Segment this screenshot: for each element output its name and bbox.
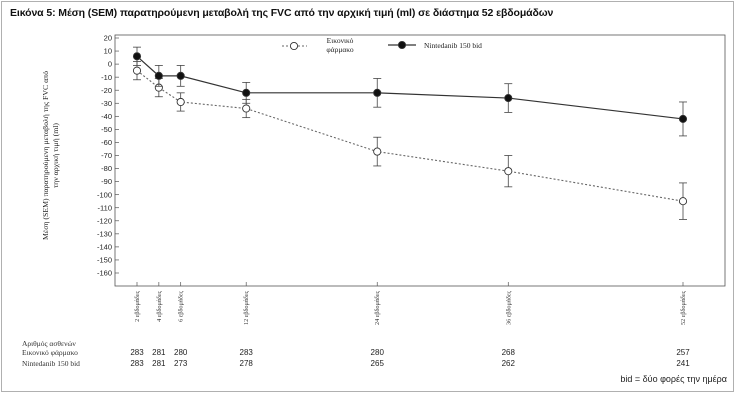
y-tick-label: 0 xyxy=(108,60,112,69)
y-tick-label: -10 xyxy=(101,73,112,82)
table-cell: 262 xyxy=(502,359,516,368)
x-tick-label: 2 εβδομάδες xyxy=(134,290,141,321)
table-cell: 283 xyxy=(130,359,144,368)
legend-label: Nintedanib 150 bid xyxy=(424,41,482,50)
table-cell: 265 xyxy=(371,359,385,368)
table-cell: 283 xyxy=(130,348,144,357)
series-placebo xyxy=(132,61,688,220)
legend-label-line: Εικονικό xyxy=(327,36,354,45)
x-tick-label: 12 εβδομάδες xyxy=(243,290,250,325)
table-cell: 268 xyxy=(502,348,516,357)
figure-caption: Εικόνα 5: Μέση (SEM) παρατηρούμενη μεταβ… xyxy=(10,7,554,19)
plot-area xyxy=(114,34,726,287)
table-cell: 281 xyxy=(152,359,166,368)
table-cell: 273 xyxy=(174,359,188,368)
y-tick-label: -90 xyxy=(101,177,112,186)
y-tick-label: -150 xyxy=(97,256,112,265)
data-point xyxy=(132,66,142,75)
y-axis-label-line: την αρχική τιμή (ml) xyxy=(51,123,60,188)
data-point xyxy=(132,52,142,61)
data-point xyxy=(373,147,382,156)
data-point xyxy=(176,97,185,107)
table-cell: 280 xyxy=(371,348,385,357)
y-tick-label: -40 xyxy=(101,112,112,121)
data-point xyxy=(242,88,251,97)
y-tick-label: -70 xyxy=(101,151,112,160)
table-header: Αριθμός ασθενών xyxy=(22,339,76,348)
data-point xyxy=(373,88,382,97)
legend-label: Εικονικό φάρμακο xyxy=(326,36,354,54)
x-tick-label: 52 εβδομάδες xyxy=(680,290,687,325)
table-row-label: Nintedanib 150 bid xyxy=(22,359,80,368)
x-tick-label: 6 εβδομάδες xyxy=(178,290,185,321)
y-tick-label: -130 xyxy=(97,229,112,238)
table-cell: 257 xyxy=(676,348,690,357)
data-point xyxy=(154,71,163,80)
table-cell: 283 xyxy=(240,348,254,357)
table-cell: 281 xyxy=(152,348,166,357)
footnote: bid = δύο φορές την ημέρα xyxy=(620,374,727,384)
y-tick-label: -100 xyxy=(97,190,112,199)
y-tick-label: -50 xyxy=(101,125,112,134)
chart-series xyxy=(132,46,688,220)
chart-legend: Εικονικό φάρμακο Nintedanib 150 bid xyxy=(282,36,482,54)
table-row-label: Εικονικό φάρμακο xyxy=(22,348,78,357)
series-line xyxy=(136,70,684,202)
data-point xyxy=(678,114,688,123)
y-tick-label: 10 xyxy=(104,47,112,56)
y-tick-label: -160 xyxy=(97,269,112,278)
data-point xyxy=(678,197,688,206)
table-cell: 278 xyxy=(240,359,254,368)
x-tick-label: 4 εβδομάδες xyxy=(156,290,163,321)
y-tick-label: -30 xyxy=(101,99,112,108)
y-axis-label: Μέση (SEM) παρατηρούμενη μεταβολή της FV… xyxy=(41,71,60,240)
y-tick-label: -20 xyxy=(101,86,112,95)
data-point xyxy=(504,94,513,103)
chart-axes: 20 10 0 -10 -20 -30 -40 -50 -60 -70 -80 -90 -100 -110… xyxy=(41,34,726,325)
table-cell: 280 xyxy=(174,348,188,357)
data-point xyxy=(504,167,513,176)
y-tick-label: -60 xyxy=(101,138,112,147)
x-tick-label: 36 εβδομάδες xyxy=(505,290,512,325)
series-nintedanib xyxy=(132,46,688,137)
series-line xyxy=(136,55,684,120)
table-cell: 241 xyxy=(676,359,690,368)
y-tick-label: -80 xyxy=(101,164,112,173)
x-tick-label: 24 εβδομάδες xyxy=(374,290,381,325)
data-point xyxy=(176,71,185,80)
data-point xyxy=(242,104,251,113)
y-tick-label: -140 xyxy=(97,242,112,251)
y-tick-label: -110 xyxy=(98,203,112,212)
y-tick-label: -120 xyxy=(97,216,112,225)
y-axis-label-line: Μέση (SEM) παρατηρούμενη μεταβολή της FV… xyxy=(41,71,50,240)
legend-label-line: φάρμακο xyxy=(326,45,354,54)
legend-marker xyxy=(397,40,407,50)
legend-marker xyxy=(289,41,299,51)
y-tick-label: 20 xyxy=(104,34,112,43)
